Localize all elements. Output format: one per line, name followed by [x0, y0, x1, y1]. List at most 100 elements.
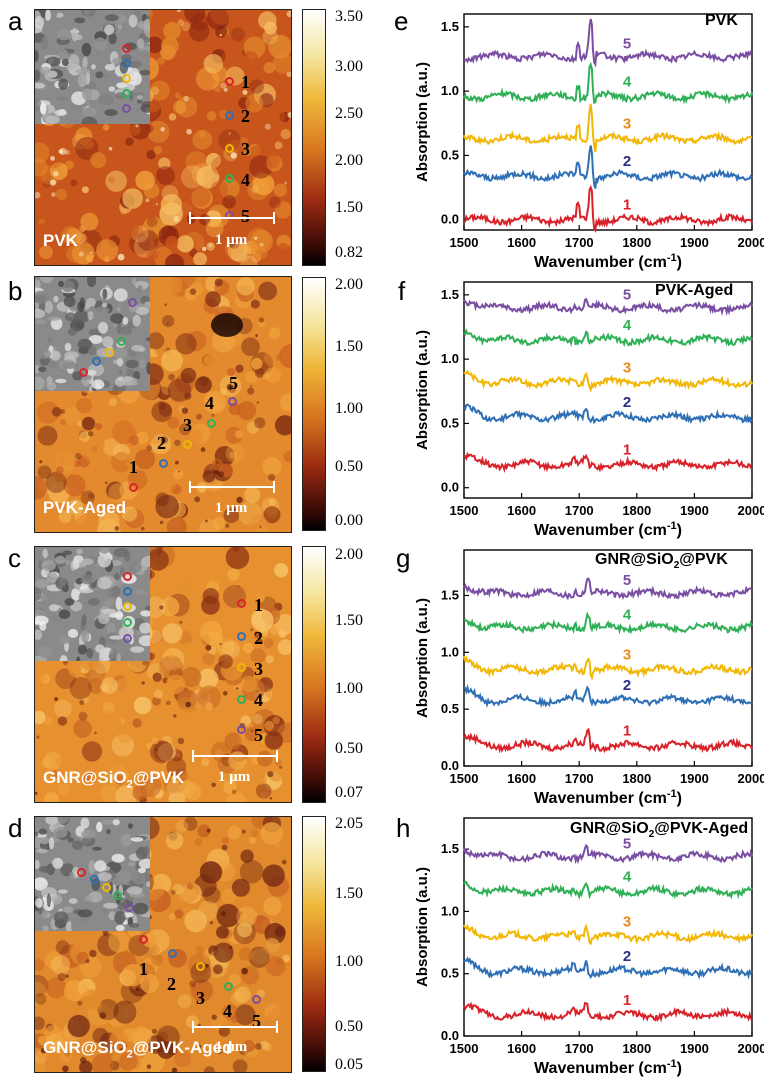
inset-grain [47, 316, 61, 321]
afm-grain [282, 954, 290, 963]
afm-grain [263, 506, 281, 524]
inset-grain [132, 314, 141, 327]
afm-grain [264, 731, 283, 750]
afm-speck [166, 322, 169, 325]
inset-grain [104, 10, 120, 14]
afm-speck [269, 797, 273, 800]
color-scale-tick: 2.00 [335, 152, 363, 169]
afm-grain [59, 446, 79, 466]
afm-speck [151, 1028, 157, 1034]
afm-grain [96, 239, 119, 262]
inset-grain [143, 18, 150, 32]
afm-grain [94, 1002, 102, 1010]
afm-grain [279, 392, 291, 412]
y-axis-label: Absorption (a.u.) [414, 62, 431, 182]
point-number: 5 [254, 725, 263, 745]
point-number: 1 [241, 72, 250, 92]
y-axis-label: Absorption (a.u.) [414, 867, 431, 987]
y-tick-label: 0.5 [441, 147, 459, 162]
afm-grain [147, 685, 156, 694]
inset-grain [98, 652, 108, 661]
point-number: 3 [254, 659, 263, 679]
afm-grain [238, 947, 253, 961]
color-scale-tick: 0.50 [335, 1018, 363, 1035]
afm-grain [246, 421, 259, 434]
inset-grain [64, 342, 72, 352]
afm-grain [133, 696, 152, 715]
inset-grain [88, 334, 103, 344]
afm-speck [279, 765, 283, 769]
series-label: 3 [623, 646, 631, 663]
point-number: 4 [223, 1001, 232, 1021]
inset-grain [137, 38, 145, 49]
x-tick-label: 2000 [738, 503, 764, 518]
afm-speck [286, 10, 291, 18]
point-number: 5 [241, 206, 250, 226]
inset-grain [108, 86, 116, 92]
point-marker-2 [168, 949, 177, 958]
afm-speck [186, 128, 192, 135]
scale-bar-label: 1 μm [215, 1039, 248, 1055]
afm-grain [224, 732, 242, 750]
afm-grain [104, 710, 113, 720]
afm-speck [159, 605, 164, 610]
afm-grain [151, 737, 159, 745]
afm-grain [234, 430, 244, 439]
inset-grain [143, 845, 150, 855]
point-marker-2 [159, 459, 168, 468]
afm-grain [274, 843, 281, 850]
x-axis-label: Wavenumber (cm-1) [534, 252, 682, 271]
inset-grain [40, 277, 54, 283]
afm-grain [81, 186, 89, 194]
afm-grain [70, 179, 78, 187]
point-marker-1 [79, 368, 88, 377]
afm-speck [87, 431, 94, 437]
afm-grain [243, 51, 258, 65]
afm-grain [255, 246, 268, 260]
inset-grain [48, 362, 58, 368]
afm-grain [81, 696, 89, 704]
afm-grain [279, 513, 289, 524]
afm-speck [251, 729, 254, 732]
afm-grain [178, 86, 189, 98]
inset-grain [95, 71, 104, 79]
series-line-5 [463, 297, 753, 317]
afm-grain [221, 888, 237, 904]
inset-grain [48, 604, 60, 612]
x-tick-label: 2000 [738, 771, 764, 786]
color-scale-bar [302, 277, 326, 531]
series-label: 4 [623, 868, 632, 885]
x-tick-label: 2000 [738, 1041, 764, 1056]
afm-grain [39, 245, 53, 260]
inset-grain [35, 615, 49, 625]
color-scale-tick: 0.50 [335, 458, 363, 475]
afm-grain [107, 176, 115, 183]
y-tick-label: 1.0 [441, 644, 459, 659]
afm-grain [64, 160, 74, 170]
afm-grain [250, 251, 262, 263]
afm-grain [150, 631, 163, 644]
inset-grain [74, 34, 83, 41]
point-marker-3 [196, 962, 205, 971]
afm-grain [40, 673, 51, 684]
afm-speck [256, 690, 259, 693]
afm-grain [237, 401, 257, 421]
afm-speck [52, 170, 59, 177]
afm-grain [165, 864, 183, 882]
afm-grain [254, 773, 267, 785]
point-marker-5 [123, 634, 132, 643]
afm-grain [266, 506, 278, 518]
afm-speck [211, 413, 215, 417]
afm-grain [102, 438, 121, 456]
afm-speck [200, 447, 206, 452]
afm-speck [196, 413, 202, 420]
inset-grain [102, 336, 114, 348]
inset-grain [132, 277, 137, 286]
afm-speck [160, 127, 165, 132]
scale-bar [189, 481, 275, 493]
afm-grain [278, 988, 291, 1009]
afm-speck [219, 642, 222, 646]
inset-grain [91, 379, 105, 390]
inset-grain [86, 369, 97, 376]
afm-grain [245, 94, 264, 113]
